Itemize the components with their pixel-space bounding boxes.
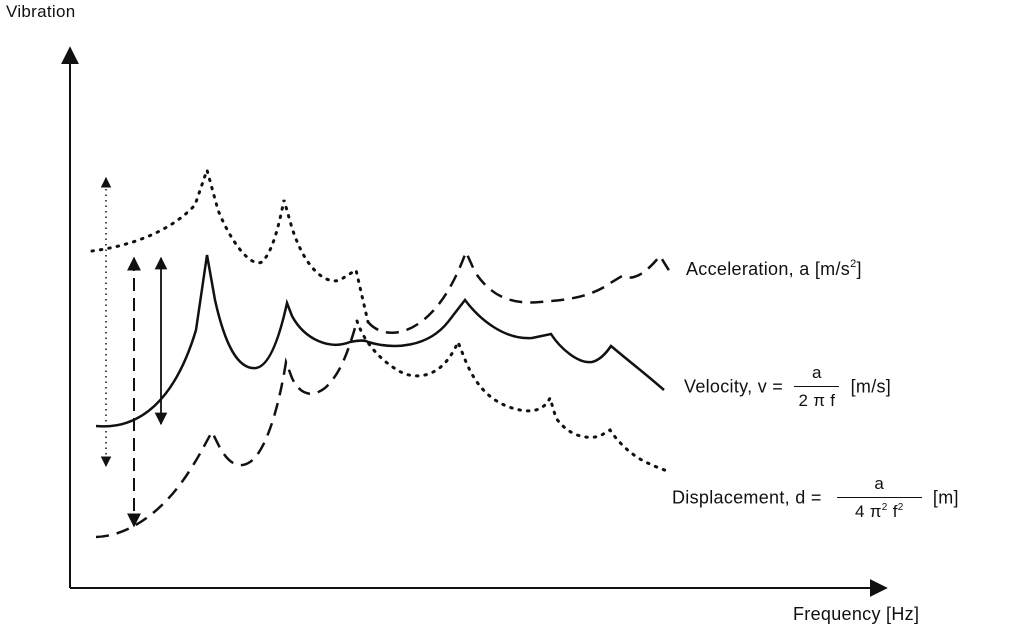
displacement-denominator-a: 4 π [854, 502, 882, 521]
displacement-unit: [m] [932, 487, 959, 508]
displacement-curve-dashed [95, 320, 359, 539]
velocity-curve [95, 254, 665, 428]
displacement-denominator-exp2: 2 [897, 502, 904, 513]
displacement-curve-dotted [355, 319, 672, 474]
displacement-numerator: a [874, 474, 885, 493]
velocity-fraction: a 2 π f [794, 363, 840, 411]
acceleration-label: Acceleration, a [m/s2] [686, 258, 862, 280]
displacement-text: Displacement, d = [672, 487, 822, 508]
velocity-text: Velocity, v = [684, 376, 784, 397]
velocity-unit: [m/s] [850, 376, 892, 397]
velocity-label: Velocity, v = a 2 π f [m/s] [684, 363, 891, 411]
displacement-denominator-exp1: 2 [881, 502, 888, 513]
acceleration-exponent: 2 [850, 258, 857, 270]
velocity-numerator: a [811, 363, 822, 382]
acceleration-curve-dotted [90, 164, 370, 324]
displacement-label: Displacement, d = a 4 π2 f2 [m] [672, 474, 959, 522]
x-axis-label: Frequency [Hz] [793, 604, 920, 624]
velocity-denominator: 2 π f [794, 386, 840, 411]
displacement-denominator: 4 π2 f2 [836, 497, 922, 522]
y-axis-label: Vibration [6, 2, 76, 21]
acceleration-text: Acceleration, a [m/s [686, 259, 851, 279]
displacement-denominator-b: f [887, 502, 898, 521]
acceleration-close: ] [856, 259, 862, 279]
acceleration-curve-dashed [367, 248, 672, 334]
displacement-fraction: a 4 π2 f2 [836, 474, 922, 522]
